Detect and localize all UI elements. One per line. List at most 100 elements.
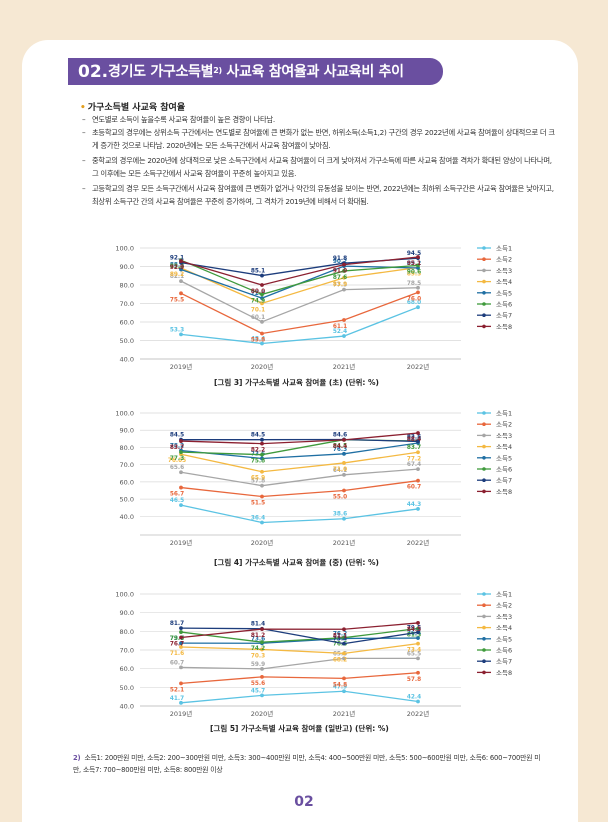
data-label: 78.2 bbox=[170, 444, 184, 450]
data-label: 83.7 bbox=[170, 445, 184, 451]
data-point bbox=[179, 267, 183, 272]
series-line-소득5 bbox=[180, 442, 419, 460]
chart-caption-1: [그림 3] 가구소득별 사교육 참여율 (초) (단위: %) bbox=[214, 378, 379, 387]
data-point bbox=[260, 283, 264, 287]
data-point bbox=[342, 287, 346, 292]
data-label: 77.5 bbox=[333, 283, 347, 289]
data-label: 65.6 bbox=[170, 465, 184, 471]
dash-icon: – bbox=[82, 128, 86, 137]
data-point bbox=[416, 285, 420, 290]
legend-label: 소득5 bbox=[496, 454, 512, 462]
data-point bbox=[416, 507, 420, 511]
data-point bbox=[342, 269, 346, 273]
y-tick-label: 60.0 bbox=[120, 665, 134, 673]
data-label: 51.5 bbox=[251, 501, 265, 507]
x-tick-label: 2020년 bbox=[251, 362, 274, 371]
data-point bbox=[342, 472, 346, 477]
data-label: 61.1 bbox=[333, 324, 347, 330]
data-label: 73.4 bbox=[407, 648, 421, 654]
legend-label: 소득5 bbox=[496, 289, 512, 297]
data-label: 73.4 bbox=[333, 637, 347, 643]
legend-marker bbox=[482, 670, 486, 675]
x-tick-label: 2022년 bbox=[407, 709, 430, 718]
legend-label: 소득6 bbox=[496, 466, 512, 474]
series-line-소득5 bbox=[180, 265, 419, 299]
legend-label: 소득2 bbox=[496, 256, 512, 264]
y-tick-label: 70.0 bbox=[120, 647, 134, 655]
data-point bbox=[416, 670, 420, 675]
legend-marker bbox=[482, 422, 486, 427]
x-tick-label: 2021년 bbox=[333, 538, 356, 547]
data-label: 84.5 bbox=[170, 433, 184, 439]
data-label: 89.2 bbox=[170, 272, 184, 278]
page-sheet bbox=[22, 40, 578, 822]
data-point bbox=[260, 693, 264, 698]
data-label: 89.2 bbox=[407, 261, 421, 267]
section-heading-text: 가구소득별 사교육 참여율 bbox=[87, 103, 186, 113]
data-label: 73.6 bbox=[251, 636, 265, 642]
legend-marker bbox=[482, 614, 486, 619]
data-label: 88.4 bbox=[407, 437, 421, 443]
data-point bbox=[416, 626, 420, 631]
data-point bbox=[416, 467, 420, 472]
series-line-소득3 bbox=[180, 280, 419, 323]
data-label: 81.7 bbox=[170, 621, 184, 627]
data-label: 70.1 bbox=[251, 307, 265, 313]
data-label: 84.6 bbox=[333, 433, 347, 439]
y-tick-label: 40.0 bbox=[120, 703, 134, 711]
data-label: 95.1 bbox=[407, 261, 421, 267]
data-label: 57.8 bbox=[251, 479, 265, 485]
data-point bbox=[416, 641, 420, 646]
data-point bbox=[179, 641, 183, 645]
title-footnote-mark: 2) bbox=[213, 66, 222, 75]
data-label: 57.8 bbox=[407, 677, 421, 683]
legend-label: 소득7 bbox=[496, 312, 512, 320]
series-line-소득7 bbox=[181, 438, 419, 443]
data-point bbox=[260, 483, 264, 488]
data-point bbox=[342, 437, 346, 442]
data-point bbox=[260, 494, 264, 499]
data-point bbox=[179, 439, 183, 443]
data-point bbox=[179, 291, 183, 296]
series-line-소득2 bbox=[180, 672, 419, 685]
data-point bbox=[416, 699, 420, 704]
data-point bbox=[260, 640, 264, 645]
legend-label: 소득6 bbox=[496, 301, 512, 309]
data-label: 59.9 bbox=[251, 662, 265, 668]
y-tick-label: 60.0 bbox=[120, 478, 134, 486]
legend-label: 소득8 bbox=[496, 323, 512, 331]
data-label: 64.1 bbox=[333, 468, 347, 474]
data-point bbox=[416, 305, 420, 310]
data-point bbox=[260, 627, 264, 631]
data-point bbox=[416, 255, 420, 259]
x-tick-label: 2020년 bbox=[251, 538, 274, 547]
dash-icon: – bbox=[82, 156, 86, 165]
bullet-text: 고등학교의 경우 모든 소득구간에서 사교육 참여율에 큰 변화가 없거나 약간… bbox=[92, 184, 554, 207]
legend-marker bbox=[482, 637, 486, 641]
y-tick-label: 80.0 bbox=[120, 444, 134, 452]
legend-label: 소득2 bbox=[496, 602, 512, 610]
data-label: 68.0 bbox=[407, 300, 421, 306]
legend-marker bbox=[482, 433, 486, 438]
data-label: 85.1 bbox=[251, 269, 265, 275]
data-point bbox=[179, 485, 183, 490]
data-label: 84.5 bbox=[333, 444, 347, 450]
legend-marker bbox=[482, 625, 486, 630]
y-tick-label: 60.0 bbox=[120, 319, 134, 327]
data-label: 36.4 bbox=[251, 516, 265, 522]
data-point bbox=[260, 452, 264, 457]
title-banner bbox=[68, 58, 443, 85]
section-number: 02. bbox=[78, 62, 109, 82]
legend-label: 소득5 bbox=[496, 635, 512, 643]
page-number: 02 bbox=[294, 794, 314, 810]
data-label: 75.8 bbox=[251, 459, 265, 465]
data-label: 46.5 bbox=[170, 498, 184, 504]
legend-label: 소득4 bbox=[496, 278, 512, 286]
legend-label: 소득1 bbox=[496, 410, 512, 418]
data-label: 76.05 bbox=[168, 458, 186, 464]
x-tick-label: 2021년 bbox=[333, 709, 356, 718]
data-point bbox=[260, 301, 264, 306]
data-label: 38.6 bbox=[333, 512, 347, 518]
data-label: 81.1 bbox=[333, 633, 347, 639]
